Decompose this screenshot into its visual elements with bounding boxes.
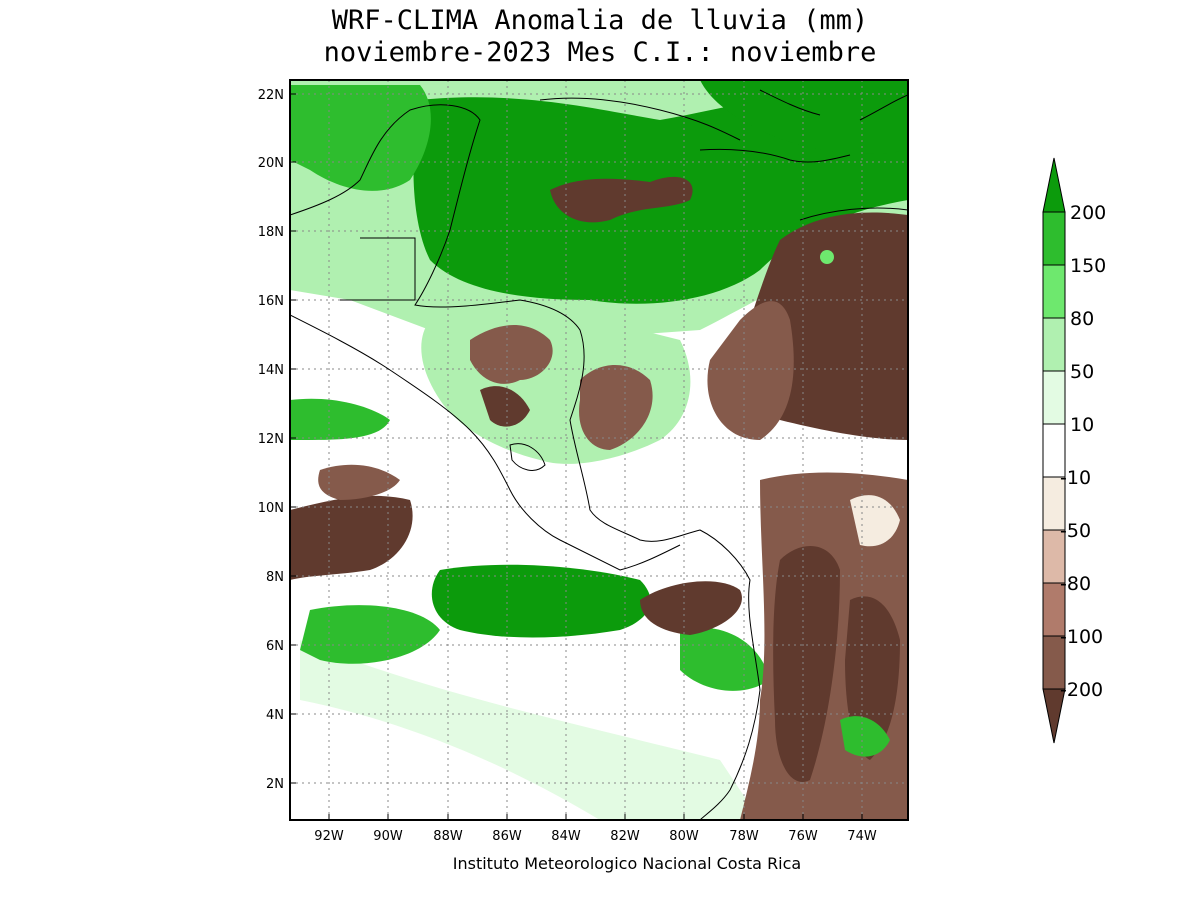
credit-text: Instituto Meteorologico Nacional Costa R… [453, 854, 801, 873]
map-frame [289, 79, 909, 821]
lon-label: 92W [314, 829, 344, 844]
map-title-line2: noviembre-2023 Mes C.I.: noviembre [323, 37, 877, 68]
lon-label: 84W [551, 829, 581, 844]
colorbar-label: 50 [1070, 361, 1094, 383]
lat-label: 2N [266, 777, 284, 792]
lon-label: 86W [492, 829, 522, 844]
lat-label: 16N [258, 294, 284, 309]
lon-label: 88W [433, 829, 463, 844]
colorbar-label: 80 [1070, 308, 1094, 330]
colorbar-segment [1042, 317, 1066, 372]
coastlines [290, 89, 908, 820]
colorbar-upper-arrow [1042, 157, 1066, 213]
lon-label: 78W [729, 829, 759, 844]
colorbar-segment [1042, 370, 1066, 425]
lat-label: 8N [266, 570, 284, 585]
colorbar-label: -10 [1060, 467, 1091, 489]
lat-label: 10N [258, 501, 284, 516]
lat-label: 18N [258, 225, 284, 240]
colorbar-label: -100 [1060, 626, 1103, 648]
colorbar-label: 150 [1070, 255, 1106, 277]
map-title-line1: WRF-CLIMA Anomalia de lluvia (mm) [331, 5, 869, 36]
colorbar-segment [1042, 211, 1066, 266]
lon-label: 82W [610, 829, 640, 844]
rainfall-anomaly-field [290, 80, 908, 820]
lon-label: 76W [788, 829, 818, 844]
colorbar-segment [1042, 264, 1066, 319]
lat-label: 4N [266, 708, 284, 723]
lat-label: 22N [258, 88, 284, 103]
lat-label: 12N [258, 432, 284, 447]
lat-label: 20N [258, 156, 284, 171]
colorbar-lower-arrow [1042, 688, 1066, 744]
lon-label: 80W [669, 829, 699, 844]
colorbar-label: 200 [1070, 202, 1106, 224]
lon-label: 74W [847, 829, 877, 844]
colorbar-label: -200 [1060, 679, 1103, 701]
colorbar-label: 10 [1070, 414, 1094, 436]
colorbar-label: -80 [1060, 573, 1091, 595]
lat-label: 14N [258, 363, 284, 378]
lon-label: 90W [373, 829, 403, 844]
colorbar-label: -50 [1060, 520, 1091, 542]
colorbar: 200 150 80 50 10 -10 -50 -80 -100 -200 [1042, 157, 1106, 744]
lat-label: 6N [266, 639, 284, 654]
